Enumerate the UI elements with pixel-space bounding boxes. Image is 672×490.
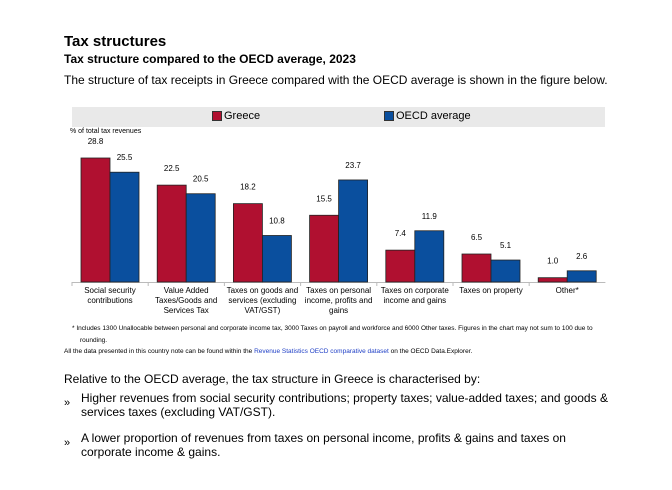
category-label: Social security contributions (84, 286, 136, 305)
source-note: All the data presented in this country n… (64, 348, 472, 355)
bar-oecd (261, 235, 292, 283)
bar-greece (461, 253, 492, 283)
category-label: Other* (555, 286, 579, 295)
legend-oecd: OECD average (384, 110, 471, 122)
legend-label: OECD average (396, 110, 471, 122)
intro-text: The structure of tax receipts in Greece … (64, 73, 608, 87)
category-label: Taxes on property (459, 286, 523, 295)
legend-greece: Greece (212, 110, 260, 122)
source-text: All the data presented in this country n… (64, 348, 255, 355)
chart-title: Tax structure compared to the OECD avera… (64, 52, 356, 66)
data-label: 10.8 (269, 217, 285, 226)
category-label: Taxes on personal income, profits and ga… (304, 286, 373, 315)
data-label: 5.1 (500, 241, 512, 250)
chart-legend: Greece OECD average (72, 107, 605, 127)
bar-oecd (185, 193, 216, 283)
source-text: on the OECD Data.Explorer. (388, 348, 473, 355)
section-title: Tax structures (64, 33, 167, 50)
bullet-text: Higher revenues from social security con… (81, 391, 608, 419)
bullet-marker: » (64, 437, 71, 449)
data-label: 11.9 (422, 212, 438, 221)
dataset-link[interactable]: Revenue Statistics OECD comparative data… (254, 348, 389, 355)
data-label: 15.5 (316, 194, 332, 203)
bar-chart: 28.8 25.5 22.5 20.5 18.2 10.8 15.5 23.7 7.4 11.9 6… (71, 137, 606, 286)
bar-greece (156, 184, 187, 283)
data-label: 23.7 (345, 161, 361, 170)
bar-oecd (566, 270, 597, 283)
data-label: 6.5 (471, 233, 483, 242)
bar-oecd (414, 230, 445, 283)
legend-swatch-oecd (384, 111, 394, 121)
data-label: 20.5 (193, 175, 209, 184)
bar-oecd (338, 179, 369, 283)
bullet-item: » A lower proportion of revenues from tax… (64, 431, 609, 459)
bar-greece (537, 277, 568, 283)
bar-greece (309, 214, 340, 283)
bullet-marker: » (64, 397, 71, 409)
category-label: Taxes on corporate income and gains (380, 286, 449, 305)
summary-text: Relative to the OECD average, the tax st… (64, 372, 481, 386)
bullet-item: » Higher revenues from social security co… (64, 391, 609, 419)
data-label: 1.0 (547, 257, 559, 266)
category-label: Taxes on goods and services (excluding V… (226, 286, 299, 315)
legend-swatch-greece (212, 111, 222, 121)
legend-label: Greece (224, 110, 261, 122)
y-axis-label: % of total tax revenues (70, 128, 142, 135)
data-label: 7.4 (395, 229, 407, 238)
bar-greece (232, 203, 263, 283)
data-label: 22.5 (164, 164, 180, 173)
data-label: 25.5 (117, 153, 133, 162)
bullet-text: A lower proportion of revenues from taxe… (81, 431, 566, 459)
data-label: 2.6 (576, 252, 588, 261)
bar-oecd (109, 171, 140, 283)
category-label: Value Added Taxes/Goods and Services Tax (155, 286, 218, 315)
bar-greece (80, 157, 111, 283)
bar-greece (385, 249, 416, 283)
data-label: 28.8 (88, 137, 104, 146)
data-label: 18.2 (240, 183, 256, 192)
bar-oecd (490, 259, 521, 283)
footnote: * Includes 1300 Unallocable between pers… (72, 325, 593, 344)
